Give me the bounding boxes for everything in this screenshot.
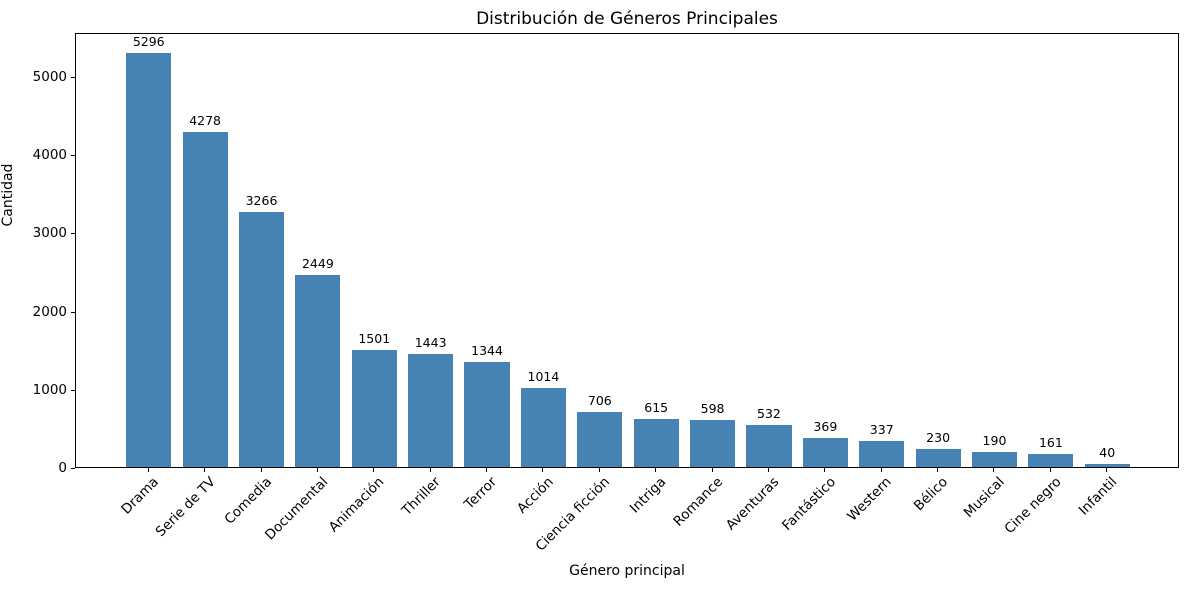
bar-value-label: 1501 [358, 330, 391, 346]
bar-Cine negro [1028, 454, 1074, 467]
bar-value-label: 337 [869, 421, 894, 437]
bar-value-label: 1443 [414, 335, 447, 351]
x-tick-mark [1049, 468, 1051, 472]
plot-area: 5296 4278 3266 2449 1501 1443 1344 1014 706 615 59… [75, 33, 1179, 468]
x-tick-mark [260, 468, 262, 472]
bar-value-label: 161 [1038, 435, 1063, 451]
bar-value-label: 615 [644, 399, 669, 415]
bar-Bélico [915, 449, 961, 467]
bar-value-label: 1344 [471, 342, 503, 358]
bar-Romance [690, 420, 736, 467]
y-tick-label: 0 [58, 460, 67, 476]
bar-value-label: 706 [587, 392, 612, 408]
x-axis-label: Género principal [569, 563, 685, 579]
x-tick-mark [1106, 468, 1108, 472]
bar-Animación [351, 349, 397, 467]
bar-value-label: 5296 [132, 33, 165, 49]
bar-Comedia [238, 211, 285, 467]
y-tick-label: 3000 [32, 225, 67, 242]
x-tick-mark [373, 468, 375, 472]
bar-Fantástico [802, 438, 848, 467]
bar-value-label: 4278 [189, 113, 222, 129]
x-tick-mark [147, 468, 149, 472]
bar-Terror [464, 361, 510, 467]
bar-value-label: 1014 [527, 368, 560, 384]
x-tick-mark [204, 468, 206, 472]
bar-value-label: 532 [757, 406, 781, 422]
bar-Infantil [1084, 463, 1130, 467]
chart-title: Distribución de Géneros Principales [476, 9, 778, 29]
bar-Serie de TV [182, 132, 228, 467]
bar-Acción [520, 387, 566, 467]
x-tick-mark [767, 468, 769, 472]
bar-Documental [295, 275, 341, 467]
y-tick-mark [71, 389, 75, 391]
y-tick-label: 2000 [32, 303, 67, 320]
bar-Western [859, 440, 905, 467]
y-tick-label: 5000 [32, 68, 67, 85]
y-tick-mark [71, 233, 75, 235]
x-tick-mark [993, 468, 995, 472]
bar-value-label: 2449 [301, 256, 334, 272]
y-axis-label: Cantidad [0, 163, 16, 227]
y-tick-mark [71, 76, 75, 78]
y-tick-label: 1000 [32, 381, 67, 398]
x-tick-mark [429, 468, 431, 472]
x-tick-mark [824, 468, 826, 472]
x-tick-mark [937, 468, 939, 472]
bar-value-label: 230 [926, 430, 951, 446]
bar-Drama [126, 52, 172, 467]
x-tick-mark [711, 468, 713, 472]
x-tick-mark [316, 468, 318, 472]
bar-value-label: 598 [700, 401, 725, 417]
bar-value-label: 3266 [245, 192, 278, 208]
bar-Intriga [633, 418, 679, 467]
y-tick-mark [71, 311, 75, 313]
bar-Thriller [408, 354, 454, 467]
x-tick-mark [655, 468, 657, 472]
y-tick-mark [71, 155, 75, 157]
x-tick-mark [598, 468, 600, 472]
bar-value-label: 190 [982, 433, 1007, 449]
bar-value-label: 40 [1099, 444, 1116, 460]
bar-value-label: 369 [813, 419, 838, 435]
x-tick-mark [486, 468, 488, 472]
bar-Aventuras [746, 425, 792, 467]
bar-Musical [971, 452, 1018, 467]
y-tick-label: 4000 [32, 147, 67, 164]
bar-Ciencia ficción [577, 411, 623, 467]
x-tick-mark [542, 468, 544, 472]
y-tick-mark [71, 468, 75, 469]
x-tick-mark [880, 468, 882, 472]
